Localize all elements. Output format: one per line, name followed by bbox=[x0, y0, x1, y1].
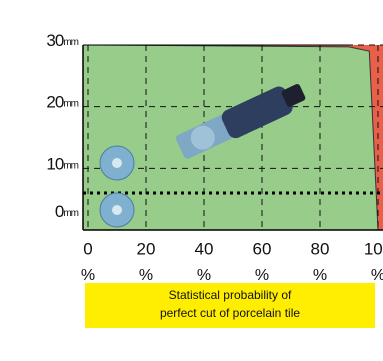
y-tick-label: 10mm bbox=[46, 155, 78, 174]
y-tick-number: 0 bbox=[55, 202, 64, 221]
y-tick-number: 10 bbox=[46, 155, 63, 174]
y-tick-label: 30mm bbox=[46, 31, 78, 50]
x-tick-unit: % bbox=[255, 267, 269, 284]
tool-motor bbox=[221, 86, 293, 139]
plot bbox=[82, 44, 383, 231]
caption-line: Statistical probability of bbox=[169, 288, 292, 302]
y-tick-unit: mm bbox=[63, 98, 78, 109]
y-tick-number: 30 bbox=[46, 31, 63, 50]
photos bbox=[99, 84, 306, 228]
disc-hub bbox=[112, 205, 122, 215]
y-tick-label: 20mm bbox=[46, 93, 78, 112]
tool-photo bbox=[175, 84, 306, 159]
y-tick-unit: mm bbox=[63, 208, 78, 219]
x-tick-unit: % bbox=[197, 267, 211, 284]
x-tick-unit: % bbox=[313, 267, 327, 284]
x-tick-label: 60 bbox=[253, 239, 272, 258]
caption-box bbox=[85, 283, 375, 328]
disc-hub bbox=[112, 158, 122, 168]
x-tick-unit: % bbox=[371, 267, 383, 284]
area-boundary bbox=[87, 44, 379, 231]
x-tick-label: 80 bbox=[311, 239, 330, 258]
caption-line: perfect cut of porcelain tile bbox=[160, 306, 300, 320]
y-tick-unit: mm bbox=[63, 160, 78, 171]
x-tick-unit: % bbox=[139, 267, 153, 284]
x-tick-label: 100 bbox=[364, 239, 383, 258]
tool-end bbox=[281, 84, 306, 107]
x-tick-label: 20 bbox=[137, 239, 156, 258]
y-tick-number: 20 bbox=[46, 93, 63, 112]
x-tick-label: 40 bbox=[195, 239, 214, 258]
y-tick-label: 0mm bbox=[55, 202, 79, 221]
x-tick-label: 0 bbox=[83, 239, 92, 258]
tool-blade bbox=[190, 125, 215, 150]
y-tick-unit: mm bbox=[63, 37, 78, 48]
x-tick-unit: % bbox=[81, 267, 95, 284]
